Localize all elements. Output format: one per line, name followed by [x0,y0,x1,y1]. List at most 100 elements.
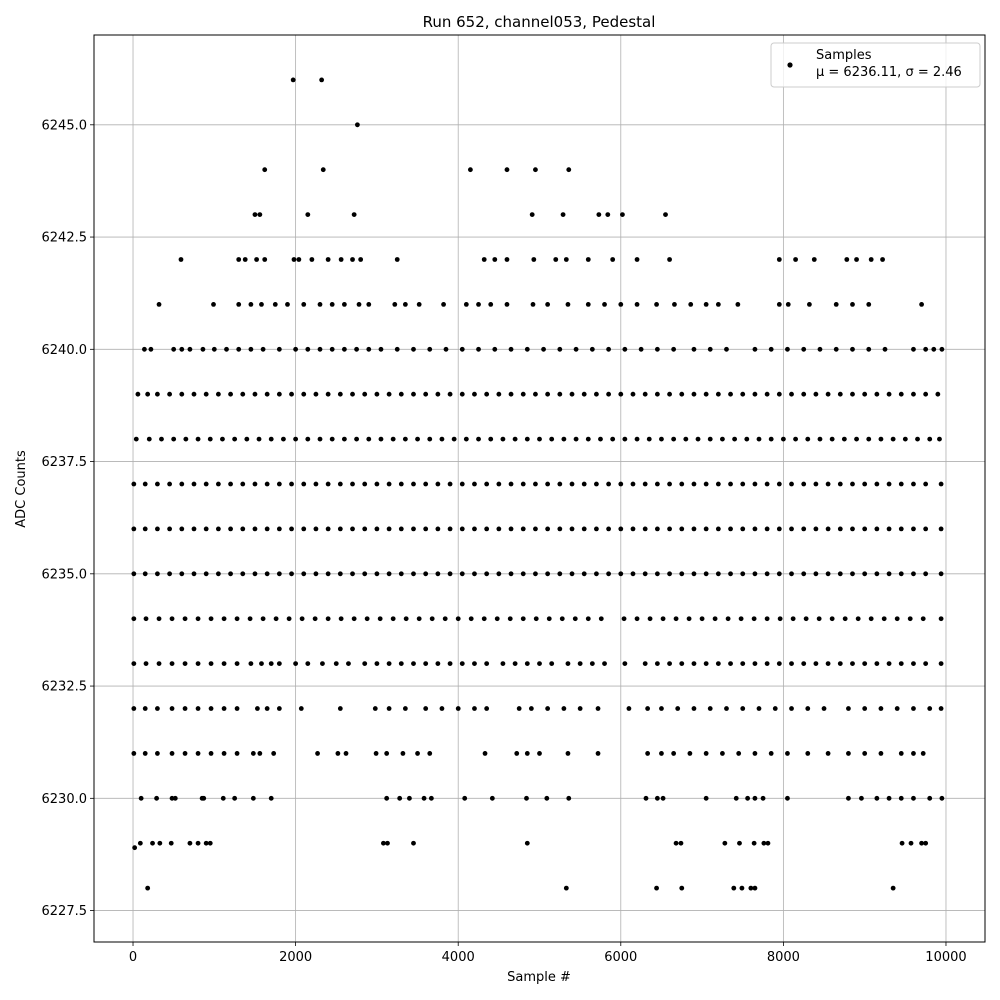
data-point [874,482,879,487]
data-point [277,706,282,711]
data-point [170,751,175,756]
data-point [582,527,587,532]
data-point [789,482,794,487]
data-point [574,437,579,442]
data-point [379,347,384,352]
data-point [183,706,188,711]
data-point [850,482,855,487]
data-point [212,347,217,352]
data-point [859,796,864,801]
data-point [716,392,721,397]
x-axis-ticks: 0 2000 4000 6000 8000 10000 [129,942,967,965]
data-point [209,616,214,621]
data-point [753,347,758,352]
data-point [448,527,453,532]
data-point [192,482,197,487]
data-point [874,571,879,576]
data-point [778,616,783,621]
data-point [183,661,188,666]
legend-series-name: Samples [816,48,872,63]
data-point [533,571,538,576]
data-point [411,527,416,532]
data-point [927,437,932,442]
data-point [318,302,323,307]
data-point [704,527,709,532]
data-point [365,616,370,621]
data-point [314,527,319,532]
data-point [404,616,409,621]
data-point [344,751,349,756]
data-point [716,571,721,576]
data-point [375,527,380,532]
data-point [366,347,371,352]
data-point [476,347,481,352]
data-point [671,347,676,352]
data-point [921,751,926,756]
data-point [392,302,397,307]
data-point [734,796,739,801]
data-point [866,437,871,442]
data-point [679,571,684,576]
data-point [911,527,916,532]
data-point [530,212,535,217]
x-tick-label: 10000 [925,950,966,965]
data-point [716,527,721,532]
data-point [814,482,819,487]
data-point [599,616,604,621]
data-point [253,392,258,397]
data-point [643,527,648,532]
data-point [228,392,233,397]
data-point [142,347,147,352]
data-point [196,706,201,711]
data-point [387,571,392,576]
data-point [801,571,806,576]
data-point [456,706,461,711]
data-point [826,482,831,487]
data-point [814,527,819,532]
data-point [289,392,294,397]
data-point [805,706,810,711]
data-point [196,841,201,846]
data-point [661,616,666,621]
data-point [777,661,782,666]
data-point [342,437,347,442]
data-point [254,257,259,262]
data-point [173,796,178,801]
data-point [854,257,859,262]
data-point [201,347,206,352]
data-point [281,437,286,442]
y-tick-label: 6245.0 [42,118,88,133]
data-point [687,616,692,621]
data-point [277,571,282,576]
data-point [249,302,254,307]
data-point [411,347,416,352]
data-point [269,661,274,666]
data-point [375,482,380,487]
data-point [435,392,440,397]
data-point [716,482,721,487]
data-point [541,347,546,352]
data-point [618,392,623,397]
data-point [923,661,928,666]
data-point [692,482,697,487]
data-point [911,392,916,397]
data-point [757,706,762,711]
data-point [269,796,274,801]
data-point [285,302,290,307]
data-point [216,527,221,532]
data-point [940,796,945,801]
data-point [846,796,851,801]
data-point [862,392,867,397]
data-point [265,527,270,532]
data-point [521,392,526,397]
data-point [785,751,790,756]
data-point [338,706,343,711]
data-point [618,482,623,487]
data-point [143,527,148,532]
data-point [209,706,214,711]
data-point [753,796,758,801]
data-point [171,347,176,352]
data-point [222,616,227,621]
data-point [387,706,392,711]
data-point [769,751,774,756]
